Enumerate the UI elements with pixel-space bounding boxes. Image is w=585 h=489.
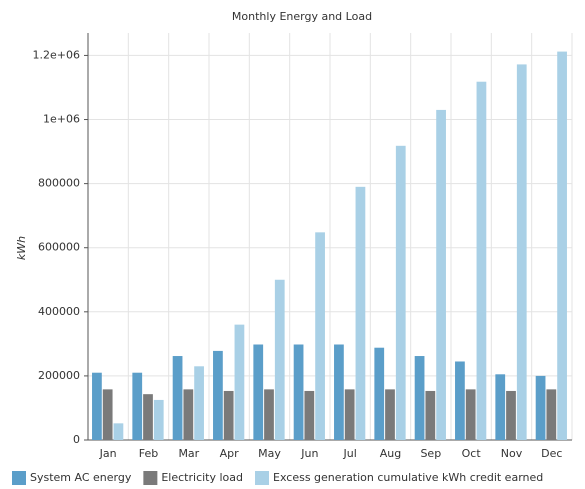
bar	[355, 186, 366, 440]
bar	[315, 232, 325, 440]
y-tick-label: 400000	[38, 305, 80, 318]
legend-label: System AC energy	[30, 471, 132, 484]
y-tick-label: 800000	[38, 177, 80, 190]
bar	[234, 324, 245, 440]
bar	[395, 145, 406, 440]
bar	[455, 361, 465, 440]
y-tick-label: 1.2e+06	[33, 48, 80, 61]
x-tick-label: Mar	[178, 447, 199, 460]
x-tick-label: Feb	[139, 447, 158, 460]
legend-swatch	[12, 471, 26, 485]
x-tick-label: Oct	[462, 447, 482, 460]
bar	[476, 81, 487, 441]
bar	[304, 390, 315, 440]
bar	[92, 372, 102, 440]
bar	[425, 390, 436, 440]
bar	[253, 344, 264, 440]
bar	[194, 366, 204, 440]
bar	[414, 356, 425, 440]
bar	[506, 390, 516, 440]
bar	[385, 389, 395, 440]
legend-swatch	[143, 471, 158, 485]
legend-label: Electricity load	[161, 471, 243, 484]
x-tick-label: May	[258, 447, 281, 460]
bar	[344, 389, 355, 440]
x-tick-label: Apr	[220, 447, 240, 460]
bar	[293, 344, 304, 440]
bar	[183, 389, 194, 440]
x-tick-label: Jul	[343, 447, 357, 460]
y-tick-label: 200000	[38, 369, 80, 382]
bar	[264, 389, 274, 440]
bar	[274, 279, 285, 440]
bar	[495, 374, 506, 440]
y-tick-label: 0	[73, 433, 80, 446]
bar	[153, 399, 164, 440]
y-tick-label: 600000	[38, 241, 80, 254]
bar	[465, 389, 476, 440]
bar	[213, 350, 223, 440]
y-tick-label: 1e+06	[43, 113, 80, 126]
x-tick-label: Jan	[99, 447, 117, 460]
x-tick-label: Aug	[380, 447, 401, 460]
bar	[102, 389, 113, 440]
bar	[516, 64, 527, 440]
bar	[172, 356, 183, 440]
bar	[132, 372, 143, 440]
bar	[143, 394, 153, 440]
bar	[374, 347, 385, 440]
x-tick-label: Sep	[420, 447, 441, 460]
bar	[334, 344, 344, 440]
chart-title: Monthly Energy and Load	[232, 10, 372, 23]
legend-label: Excess generation cumulative kWh credit …	[273, 471, 543, 484]
bar	[535, 375, 546, 440]
bar	[557, 51, 567, 440]
bar	[223, 390, 234, 440]
x-tick-label: Dec	[541, 447, 562, 460]
bar	[546, 389, 557, 440]
legend-swatch	[255, 471, 270, 485]
x-tick-label: Nov	[501, 447, 523, 460]
bar	[436, 109, 446, 440]
bar	[113, 423, 124, 440]
y-axis-label: kWh	[15, 236, 28, 260]
x-tick-label: Jun	[300, 447, 318, 460]
